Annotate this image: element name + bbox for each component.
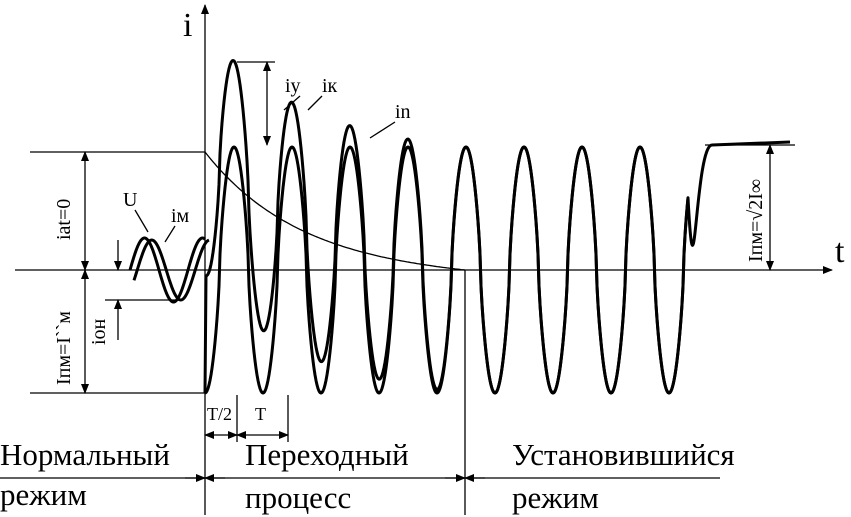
regime-line-text: процесс [245, 480, 351, 515]
y-axis-label: i [183, 7, 192, 44]
regime-line-text: режим [512, 480, 599, 515]
dimension-label: Iпм=I``м [53, 311, 75, 385]
dimension-label: ioн [88, 318, 110, 345]
curve-in [204, 140, 791, 395]
leader-line [307, 95, 323, 111]
regime-label: Переходный процесс [245, 437, 416, 515]
x-axis-label: t [835, 233, 845, 270]
regime-label: Установившийся режим [512, 437, 742, 515]
curve-label: iк [322, 75, 338, 97]
curve-im [132, 238, 210, 302]
dimension-label: T/2 [207, 404, 232, 424]
regime-line-text: Переходный [245, 437, 409, 472]
dimension-label: iat=0 [53, 199, 75, 240]
leader-line [134, 209, 149, 233]
regime-line-text: режим [0, 477, 87, 512]
aperiodic-component [204, 151, 466, 271]
dimension-label: Iпм=√2I∞ [745, 179, 767, 262]
dimension-label: T [255, 404, 266, 424]
curve-label: iу [285, 75, 301, 97]
curve-label: in [395, 101, 411, 123]
leader-line [369, 121, 396, 139]
leader-line [164, 225, 176, 243]
curve-label: iм [171, 205, 190, 227]
regime-line-text: Установившийся [512, 437, 735, 472]
regime-line-text: Нормальный [0, 437, 170, 472]
curves [128, 59, 791, 395]
regime-label: Нормальный режим [0, 437, 178, 512]
curve-u [128, 236, 206, 304]
curve-label: U [123, 189, 138, 211]
